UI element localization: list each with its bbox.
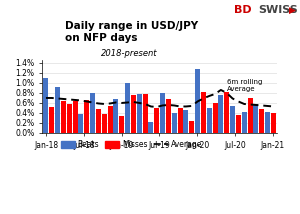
Bar xyxy=(271,113,276,133)
Bar xyxy=(248,98,253,133)
Bar xyxy=(160,94,165,133)
Bar xyxy=(67,104,72,133)
Bar xyxy=(108,106,112,133)
Bar xyxy=(125,83,130,133)
Bar xyxy=(119,116,124,133)
Bar xyxy=(224,92,229,133)
Bar xyxy=(102,114,107,133)
Bar xyxy=(236,115,241,133)
Bar xyxy=(189,122,194,133)
Text: Daily range in USD/JPY
on NFP days: Daily range in USD/JPY on NFP days xyxy=(65,21,199,43)
Text: BD: BD xyxy=(234,5,252,15)
Bar xyxy=(265,112,270,133)
Bar xyxy=(183,110,188,133)
Legend: Beats, Misses, Average: Beats, Misses, Average xyxy=(58,137,205,152)
Bar xyxy=(84,100,89,133)
Bar xyxy=(242,112,247,133)
Bar xyxy=(254,104,258,133)
Bar xyxy=(90,94,95,133)
Text: 2018-present: 2018-present xyxy=(101,49,157,58)
Bar xyxy=(96,110,101,133)
Bar xyxy=(166,99,171,133)
Bar xyxy=(178,108,182,133)
Bar xyxy=(44,78,48,133)
Bar xyxy=(172,113,177,133)
Bar xyxy=(195,69,200,133)
Bar xyxy=(230,107,235,133)
Bar xyxy=(259,109,264,133)
Bar xyxy=(73,101,78,133)
Bar xyxy=(142,94,148,133)
Bar xyxy=(218,95,224,133)
Bar xyxy=(207,108,212,133)
Bar xyxy=(154,108,159,133)
Bar xyxy=(213,103,218,133)
Text: SWISS: SWISS xyxy=(259,5,298,15)
Bar xyxy=(55,87,60,133)
Bar xyxy=(137,94,142,133)
Text: ▶: ▶ xyxy=(289,6,296,15)
Bar xyxy=(131,95,136,133)
Bar xyxy=(113,100,119,133)
Bar xyxy=(79,114,83,133)
Bar xyxy=(49,107,54,133)
Text: 6m rolling
Average: 6m rolling Average xyxy=(227,79,262,92)
Bar xyxy=(61,101,66,133)
Bar xyxy=(201,92,206,133)
Bar xyxy=(148,122,153,133)
